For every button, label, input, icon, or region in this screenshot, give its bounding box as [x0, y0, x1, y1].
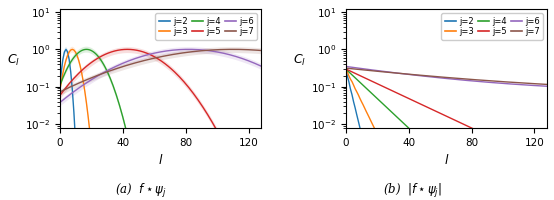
X-axis label: $l$: $l$: [158, 153, 163, 167]
Y-axis label: $C_l$: $C_l$: [293, 53, 306, 68]
Text: (b)  $|f \star \psi_j|$: (b) $|f \star \psi_j|$: [383, 182, 442, 200]
Legend: j=2, j=3, j=4, j=5, j=6, j=7: j=2, j=3, j=4, j=5, j=6, j=7: [442, 13, 543, 40]
Y-axis label: $C_l$: $C_l$: [7, 53, 20, 68]
Legend: j=2, j=3, j=4, j=5, j=6, j=7: j=2, j=3, j=4, j=5, j=6, j=7: [155, 13, 257, 40]
Text: (a)  $f \star \psi_j$: (a) $f \star \psi_j$: [115, 182, 167, 200]
X-axis label: $l$: $l$: [444, 153, 449, 167]
